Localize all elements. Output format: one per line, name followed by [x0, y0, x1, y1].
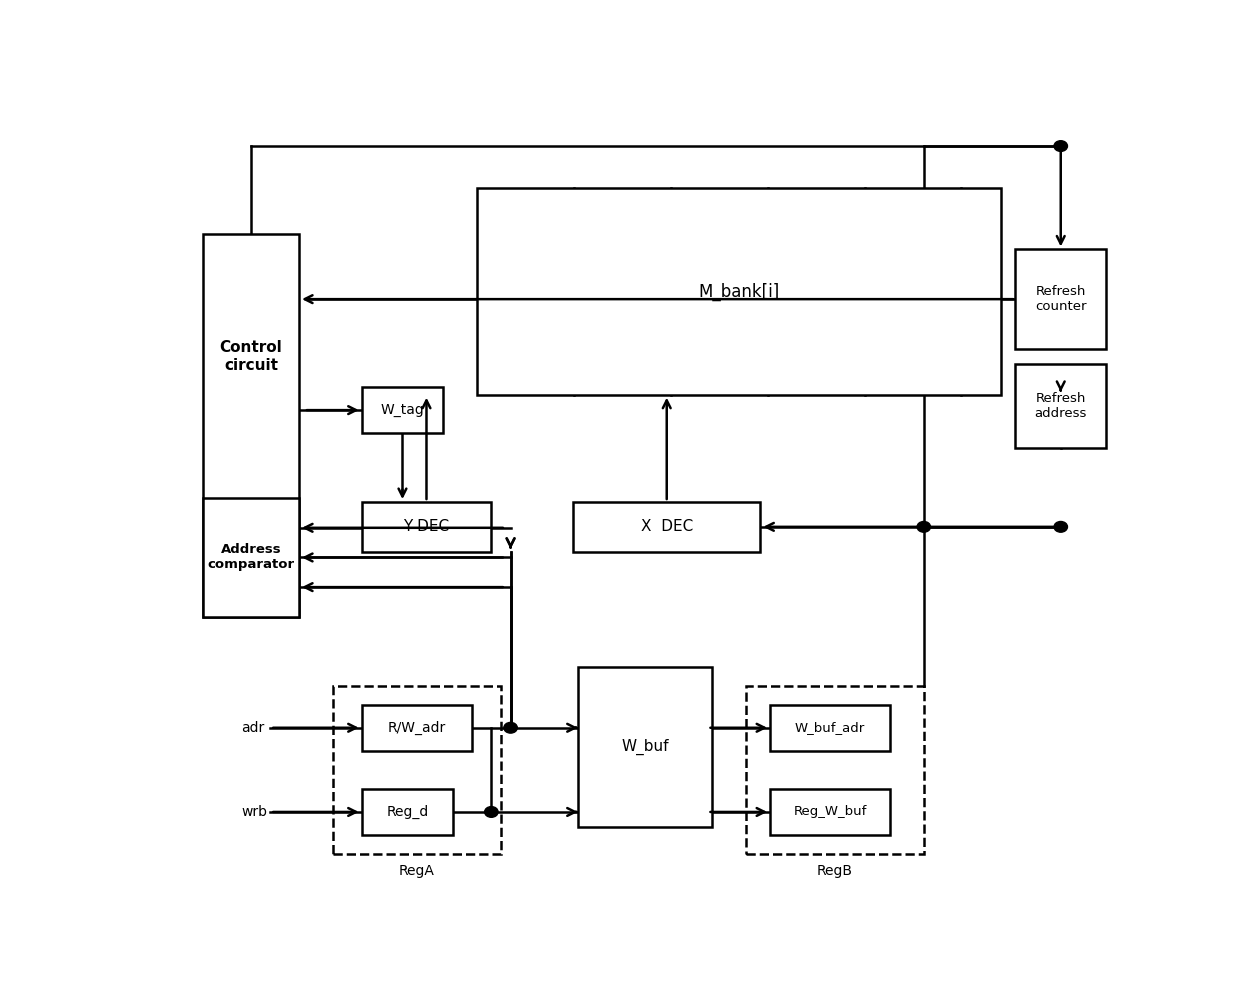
Circle shape: [503, 723, 517, 734]
Bar: [362, 789, 453, 835]
Text: Address
comparator: Address comparator: [207, 544, 295, 572]
Bar: [203, 234, 299, 616]
Circle shape: [1054, 141, 1068, 151]
Circle shape: [485, 806, 498, 817]
Bar: [770, 789, 890, 835]
Text: Reg_d: Reg_d: [386, 805, 428, 819]
Text: Refresh
counter: Refresh counter: [1035, 285, 1086, 313]
Bar: [203, 498, 299, 616]
Text: Refresh
address: Refresh address: [1034, 393, 1087, 420]
Text: Control
circuit: Control circuit: [219, 340, 283, 373]
Text: Reg_W_buf: Reg_W_buf: [794, 805, 867, 818]
Bar: [362, 388, 444, 433]
Text: Y DEC: Y DEC: [403, 519, 450, 535]
Text: W_buf_adr: W_buf_adr: [795, 722, 866, 735]
Bar: [362, 705, 472, 750]
Text: X  DEC: X DEC: [641, 519, 693, 535]
Bar: [477, 188, 1001, 395]
Circle shape: [918, 522, 930, 532]
Bar: [362, 502, 491, 552]
Text: W_tag: W_tag: [381, 404, 424, 417]
Text: M_bank[i]: M_bank[i]: [698, 282, 780, 300]
Bar: [332, 686, 501, 854]
Text: RegA: RegA: [399, 864, 435, 878]
Bar: [573, 502, 760, 552]
Bar: [578, 667, 712, 827]
Bar: [1016, 249, 1106, 349]
Circle shape: [1054, 522, 1068, 532]
Text: W_buf: W_buf: [621, 739, 668, 755]
Text: adr: adr: [242, 721, 265, 735]
Text: R/W_adr: R/W_adr: [388, 721, 446, 735]
Bar: [770, 705, 890, 750]
Text: RegB: RegB: [817, 864, 853, 878]
Bar: [746, 686, 924, 854]
Text: wrb: wrb: [242, 805, 268, 819]
Bar: [1016, 364, 1106, 448]
